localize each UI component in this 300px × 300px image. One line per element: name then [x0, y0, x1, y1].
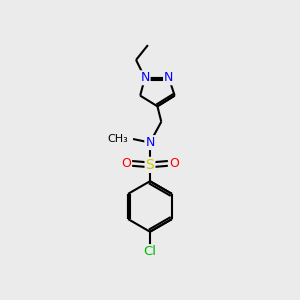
Text: O: O	[169, 157, 179, 170]
Text: N: N	[140, 71, 150, 84]
Text: Cl: Cl	[143, 245, 157, 258]
Text: N: N	[145, 136, 155, 149]
Text: O: O	[121, 157, 131, 170]
Text: S: S	[146, 158, 154, 172]
Text: N: N	[164, 71, 173, 84]
Text: CH₃: CH₃	[107, 134, 128, 144]
